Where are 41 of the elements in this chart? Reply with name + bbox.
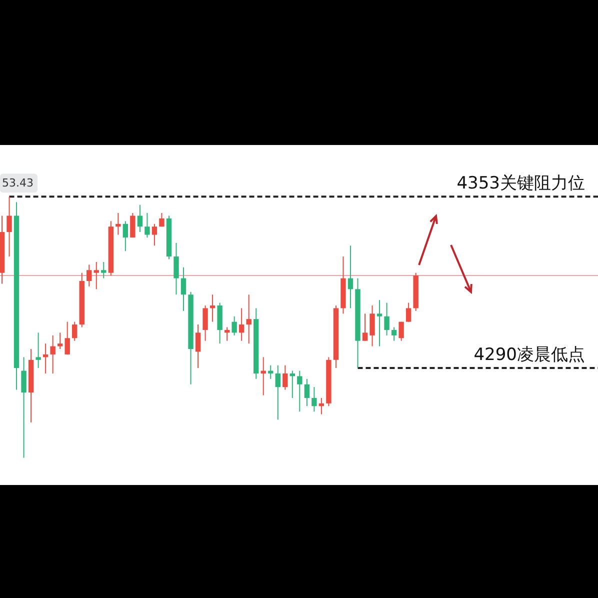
candlestick: [312, 386, 317, 412]
candlestick: [391, 326, 397, 342]
candlestick: [50, 334, 56, 374]
candlestick: [297, 370, 302, 412]
annotation: 53.43: [2, 176, 34, 190]
candlestick: [304, 378, 310, 407]
candlestick: [348, 245, 354, 309]
candlestick: [232, 316, 237, 336]
candlestick: [238, 308, 244, 342]
candlestick: [282, 364, 288, 390]
candlestick: [101, 261, 106, 279]
candlestick: [362, 313, 368, 342]
candlestick: [36, 332, 41, 369]
candlestick: [370, 304, 375, 347]
candlestick: [398, 321, 404, 342]
candlestick: [180, 266, 186, 312]
candlestick: [159, 212, 164, 228]
candlestick: [64, 321, 70, 355]
candlestick: [130, 212, 136, 238]
candlestick: [72, 321, 78, 342]
candlestick: [116, 212, 121, 236]
ref-line-label: 4353关键阻力位: [456, 174, 585, 194]
candlestick: [202, 304, 208, 342]
candlestick: [144, 212, 150, 238]
candlestick: [137, 204, 143, 233]
candlestick: [376, 300, 382, 347]
candlestick: [94, 261, 99, 290]
candlestick: [152, 223, 158, 246]
candlestick: [246, 294, 252, 344]
candlestick: [6, 196, 12, 258]
ref-line-label: 4290凌晨低点: [474, 345, 585, 366]
candlestick: [275, 364, 280, 420]
candlestick: [195, 324, 201, 369]
candlestick: [86, 264, 92, 287]
annotation: 53.43: [0, 174, 38, 193]
candlestick: [174, 242, 179, 296]
candlestick: [57, 332, 63, 350]
candlestick: [122, 220, 128, 252]
candlestick: [21, 356, 26, 458]
candlestick: [384, 302, 390, 336]
candlestick: [406, 302, 412, 322]
